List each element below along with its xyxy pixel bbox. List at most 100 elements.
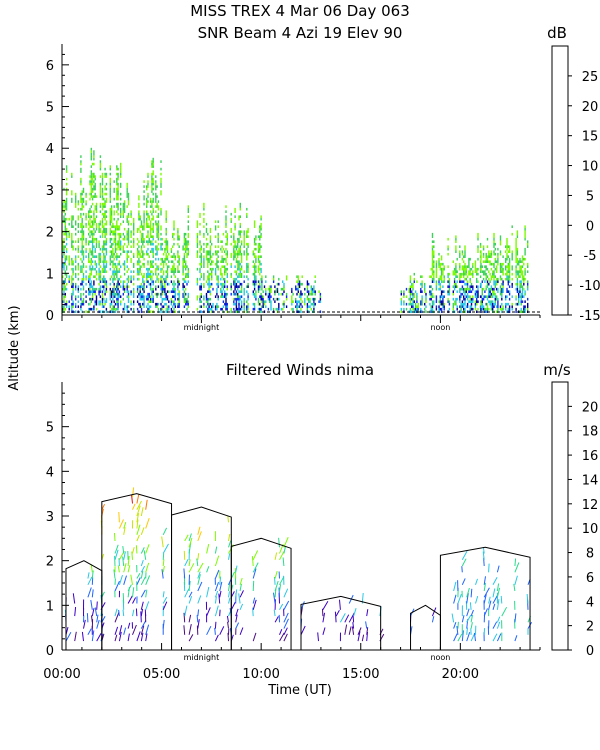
wind-barb	[339, 613, 346, 623]
snr-cell	[130, 232, 132, 236]
snr-cell	[214, 307, 217, 311]
snr-cell	[123, 237, 126, 241]
wind-barb	[466, 587, 470, 598]
snr-cell	[105, 197, 108, 201]
snr-cell	[127, 295, 130, 298]
snr-cell	[262, 297, 264, 301]
snr-cell	[88, 212, 90, 216]
snr-cell	[91, 267, 94, 271]
snr-cell	[262, 295, 264, 298]
snr-cell	[185, 272, 187, 276]
snr-cell	[93, 275, 95, 278]
wind-barb	[145, 544, 150, 554]
snr-cell	[208, 290, 210, 293]
snr-cell	[183, 257, 186, 261]
snr-cell	[133, 265, 135, 268]
snr-cell	[516, 257, 519, 261]
snr-cell	[515, 245, 517, 248]
snr-cell	[199, 277, 201, 281]
snr-cell	[246, 290, 248, 293]
snr-cell	[472, 270, 474, 273]
snr-cell	[91, 187, 94, 191]
snr-cell	[93, 287, 95, 291]
snr-cell	[72, 240, 74, 243]
snr-cell	[85, 265, 87, 268]
snr-cell	[110, 237, 113, 241]
snr-cell	[183, 237, 186, 241]
snr-cell	[64, 287, 66, 291]
snr-cell	[160, 282, 162, 286]
snr-cell	[90, 215, 92, 218]
snr-cell	[464, 297, 466, 301]
snr-cell	[94, 207, 96, 211]
snr-cell	[187, 300, 189, 303]
snr-cell	[301, 275, 303, 278]
snr-cell	[511, 232, 513, 236]
wind-barb	[91, 589, 94, 598]
snr-cell	[112, 280, 114, 283]
snr-cell	[205, 297, 208, 301]
snr-cell	[147, 252, 149, 256]
snr-cell	[304, 302, 306, 306]
snr-cell	[430, 267, 432, 271]
snr-cell	[216, 262, 218, 266]
wind-barb	[227, 515, 229, 523]
wind-barb	[74, 606, 77, 617]
snr-cell	[477, 285, 479, 288]
snr-cell	[239, 267, 241, 271]
snr-cell	[81, 247, 83, 251]
snr-cell	[65, 255, 68, 258]
snr-cell	[105, 280, 108, 283]
snr-cell	[476, 285, 478, 288]
snr-cell	[136, 272, 139, 276]
snr-cell	[260, 217, 262, 221]
snr-cell	[165, 230, 167, 233]
snr-cell	[255, 277, 257, 281]
snr-cell	[156, 205, 158, 208]
snr-cell	[117, 302, 119, 306]
snr-cell	[113, 290, 115, 293]
snr-cell	[453, 287, 456, 291]
snr-cell	[499, 270, 502, 273]
snr-cell	[196, 307, 199, 311]
snr-cell	[246, 242, 248, 246]
snr-cell	[177, 232, 179, 236]
snr-cell	[178, 245, 180, 248]
colorbar-tick-label: -15	[579, 309, 600, 324]
snr-cell	[230, 262, 232, 266]
snr-cell	[521, 257, 524, 261]
snr-cell	[527, 242, 529, 246]
snr-cell	[481, 287, 483, 291]
snr-cell	[413, 295, 415, 298]
snr-cell	[455, 235, 457, 238]
snr-cell	[301, 305, 303, 308]
snr-cell	[112, 277, 114, 281]
snr-cell	[140, 282, 143, 286]
snr-cell	[133, 230, 135, 233]
snr-cell	[130, 275, 132, 278]
snr-cell	[226, 255, 228, 258]
snr-cell	[519, 287, 521, 291]
snr-cell	[114, 242, 117, 246]
snr-cell	[105, 230, 108, 233]
snr-cell	[490, 262, 493, 266]
snr-cell	[105, 220, 108, 223]
snr-cell	[71, 282, 73, 286]
snr-cell	[165, 240, 167, 243]
snr-cell	[472, 265, 474, 268]
snr-cell	[480, 302, 482, 306]
snr-cell	[95, 222, 98, 226]
snr-cell	[505, 265, 507, 268]
snr-cell	[81, 300, 83, 303]
snr-cell	[417, 307, 419, 311]
snr-cell	[253, 295, 256, 298]
snr-cell	[187, 292, 189, 296]
snr-cell	[490, 305, 493, 308]
snr-cell	[112, 307, 114, 311]
snr-cell	[91, 297, 94, 301]
snr-cell	[146, 212, 148, 216]
snr-cell	[488, 292, 490, 296]
snr-cell	[493, 305, 495, 308]
snr-cell	[230, 220, 232, 223]
snr-cell	[435, 280, 438, 283]
